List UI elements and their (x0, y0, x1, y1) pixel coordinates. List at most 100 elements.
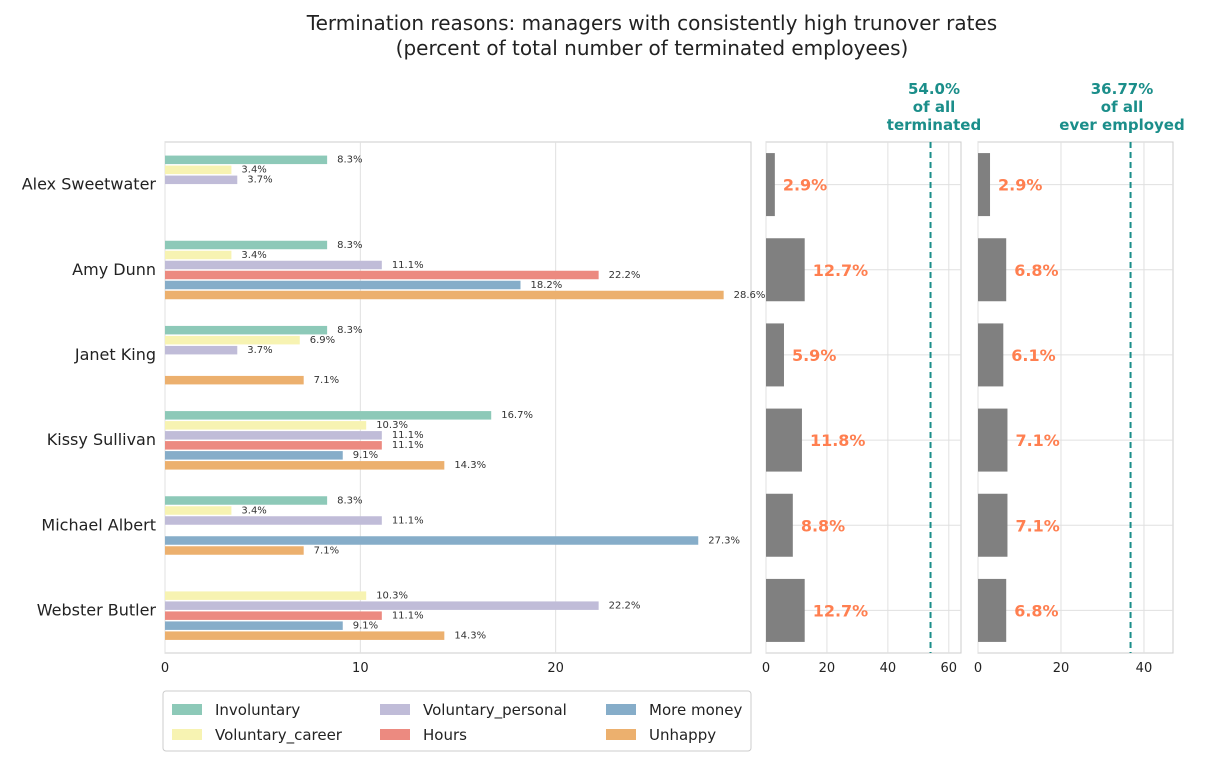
panel-reasons-tick-label: 0 (161, 661, 169, 676)
manager-label: Alex Sweetwater (22, 175, 157, 194)
panel-employed-bar (978, 153, 991, 217)
bar-value-label: 9.1% (353, 450, 378, 461)
bar-hours (165, 441, 382, 450)
panel-employed-bar (978, 578, 1007, 642)
panel-terminated-bar-label: 2.9% (783, 176, 827, 195)
manager-label: Michael Albert (41, 515, 156, 534)
panel-terminated-tick-label: 0 (762, 661, 770, 676)
bar-value-label: 22.2% (609, 270, 641, 281)
bar-value-label: 3.7% (247, 175, 272, 186)
panel-employed-tick-label: 0 (974, 661, 982, 676)
bar-more money (165, 536, 699, 545)
panel-terminated-bar (766, 153, 775, 217)
bar-voluntary-career (165, 421, 367, 430)
bar-unhappy (165, 631, 445, 640)
bar-involuntary (165, 496, 328, 505)
bar-voluntary-career (165, 165, 232, 175)
bar-involuntary (165, 240, 328, 250)
panel-terminated-bar (766, 578, 805, 642)
bar-value-label: 3.4% (241, 505, 266, 516)
panel-terminated-bar (766, 238, 805, 302)
panel-terminated-reference-label: of all (913, 98, 955, 116)
panel-employed-bar-label: 6.8% (1014, 601, 1058, 620)
bar-value-label: 11.1% (392, 430, 424, 441)
panel-employed-bar-label: 2.9% (998, 176, 1042, 195)
panel-employed-bar (978, 408, 1008, 472)
manager-label: Janet King (74, 345, 156, 364)
bar-value-label: 11.1% (392, 440, 424, 451)
legend-label: Involuntary (215, 701, 300, 719)
bar-value-label: 11.1% (392, 515, 424, 526)
bar-value-label: 11.1% (392, 610, 424, 621)
bar-value-label: 16.7% (501, 410, 533, 421)
bar-value-label: 9.1% (353, 620, 378, 631)
panel-employed-bar-label: 6.8% (1014, 261, 1058, 280)
bar-value-label: 8.3% (337, 155, 362, 166)
bar-value-label: 3.4% (241, 165, 266, 176)
legend-swatch-involuntary (172, 704, 202, 715)
panel-terminated-bar (766, 323, 784, 387)
bar-voluntary-personal (165, 345, 238, 355)
bar-involuntary (165, 155, 328, 165)
bar-voluntary-personal (165, 601, 599, 610)
bar-value-label: 10.3% (376, 590, 408, 601)
bar-hours (165, 270, 599, 280)
panel-terminated-reference-label: 54.0% (908, 80, 960, 98)
bar-unhappy (165, 461, 445, 470)
panel-employed-bar (978, 238, 1007, 302)
manager-label: Webster Butler (37, 600, 157, 619)
panel-employed-tick-label: 20 (1053, 661, 1070, 676)
manager-label: Amy Dunn (72, 260, 156, 279)
bar-value-label: 27.3% (708, 535, 740, 546)
bar-unhappy (165, 290, 724, 300)
panel-terminated-bar-label: 12.7% (813, 601, 869, 620)
bar-value-label: 18.2% (531, 280, 563, 291)
panel-employed-bar-label: 6.1% (1011, 346, 1055, 365)
bar-more money (165, 280, 521, 290)
bar-value-label: 8.3% (337, 495, 362, 506)
bar-voluntary-personal (165, 260, 382, 270)
panel-terminated-bar-label: 12.7% (813, 261, 869, 280)
bar-voluntary-career (165, 506, 232, 515)
bar-value-label: 6.9% (310, 335, 335, 346)
panel-terminated-bar (766, 408, 802, 472)
bar-more money (165, 451, 343, 460)
legend-label: Voluntary_personal (423, 701, 567, 720)
panel-terminated-bar-label: 8.8% (801, 516, 845, 535)
legend-swatch-voluntary-personal (380, 704, 410, 715)
panel-employed-reference-label: 36.77% (1091, 80, 1153, 98)
panel-reasons-frame (164, 141, 752, 654)
panel-terminated-bar-label: 5.9% (792, 346, 836, 365)
chart-title-line-2: (percent of total number of terminated e… (396, 36, 909, 60)
bar-unhappy (165, 375, 304, 385)
legend-swatch-more money (606, 704, 636, 715)
panel-terminated-tick-label: 40 (880, 661, 897, 676)
panel-employed-bar-label: 7.1% (1015, 431, 1059, 450)
bar-value-label: 3.4% (241, 250, 266, 261)
bar-value-label: 10.3% (376, 420, 408, 431)
panel-employed-tick-label: 40 (1136, 661, 1153, 676)
bar-hours (165, 611, 382, 620)
panel-terminated-tick-label: 20 (819, 661, 836, 676)
legend-swatch-hours (380, 729, 410, 740)
bar-voluntary-personal (165, 516, 382, 525)
bar-value-label: 7.1% (314, 545, 339, 556)
panel-employed-bar-label: 7.1% (1015, 516, 1059, 535)
panel-employed-bar (978, 323, 1004, 387)
panel-employed-bar (978, 493, 1008, 557)
bar-more money (165, 621, 343, 630)
panel-terminated-tick-label: 60 (941, 661, 958, 676)
manager-label: Kissy Sullivan (47, 430, 156, 449)
legend-label: Hours (423, 726, 467, 744)
bar-value-label: 8.3% (337, 325, 362, 336)
legend-box (162, 690, 752, 752)
bar-unhappy (165, 546, 304, 555)
bar-voluntary-career (165, 591, 367, 600)
chart-title-line-1: Termination reasons: managers with consi… (306, 11, 997, 35)
legend-label: Voluntary_career (215, 726, 343, 745)
bar-voluntary-career (165, 335, 300, 345)
bar-value-label: 11.1% (392, 260, 424, 271)
bar-involuntary (165, 325, 328, 335)
bar-value-label: 8.3% (337, 240, 362, 251)
bar-involuntary (165, 411, 492, 420)
